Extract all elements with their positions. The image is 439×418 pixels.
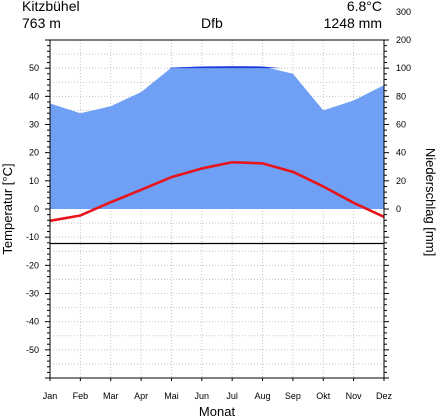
month-tick-label: Dez [376, 391, 393, 401]
month-tick-label: Mai [164, 391, 179, 401]
temp-tick-label: 20 [29, 148, 39, 158]
temp-tick-label: 50 [29, 63, 39, 73]
month-tick-label: Jul [226, 391, 238, 401]
month-tick-label: Mar [103, 391, 119, 401]
month-tick-label: Jan [43, 391, 58, 401]
precipitation-area [50, 66, 384, 209]
month-tick-label: Aug [255, 391, 271, 401]
month-tick-label: Okt [316, 391, 331, 401]
station-elevation: 763 m [22, 15, 61, 31]
precip-tick-label: 40 [396, 148, 406, 158]
precip-tick-label: 300 [396, 7, 411, 17]
precip-tick-label: 200 [396, 35, 411, 45]
annual-precipitation: 1248 mm [323, 15, 382, 31]
precipitation-axis: 020406080100200300400500600700800900 [384, 7, 411, 379]
temp-tick-label: -20 [26, 260, 39, 270]
x-axis-label: Monat [199, 404, 236, 418]
y-axis-label-right: Niederschlag [mm] [423, 148, 438, 256]
station-name: Kitzbühel [22, 0, 80, 14]
temperature-line [49, 160, 385, 223]
temp-tick-label: 30 [29, 120, 39, 130]
temp-tick-label: 10 [29, 176, 39, 186]
precipitation-excess-fill [168, 66, 281, 69]
month-tick-label: Jun [195, 391, 210, 401]
annual-temperature: 6.8°C [346, 0, 382, 14]
temp-tick-label: -40 [26, 317, 39, 327]
temperature-curve [49, 160, 385, 223]
y-axis-label-left: Temperatur [°C] [0, 163, 15, 254]
precip-tick-label: 20 [396, 176, 406, 186]
temp-tick-label: -10 [26, 232, 39, 242]
precip-tick-label: 80 [396, 91, 406, 101]
month-tick-label: Apr [134, 391, 148, 401]
temp-tick-label: -30 [26, 289, 39, 299]
precip-tick-label: 60 [396, 120, 406, 130]
month-axis: Jan Feb Mar Apr Mai Jun Jul Aug Sep Okt Nov Dez [43, 378, 393, 401]
temp-tick-label: 0 [34, 204, 39, 214]
month-tick-label: Nov [346, 391, 363, 401]
month-tick-label: Sep [285, 391, 301, 401]
month-tick-label: Feb [73, 391, 89, 401]
precipitation-fill [50, 66, 384, 209]
temp-tick-label: 40 [29, 91, 39, 101]
climate-class: Dfb [201, 15, 223, 31]
temp-tick-label: -50 [26, 345, 39, 355]
temperature-axis: -50 -40 -30 -20 -10 0 10 20 30 40 50 [26, 39, 50, 379]
precip-tick-label: 100 [396, 63, 411, 73]
precip-tick-label: 0 [396, 204, 401, 214]
